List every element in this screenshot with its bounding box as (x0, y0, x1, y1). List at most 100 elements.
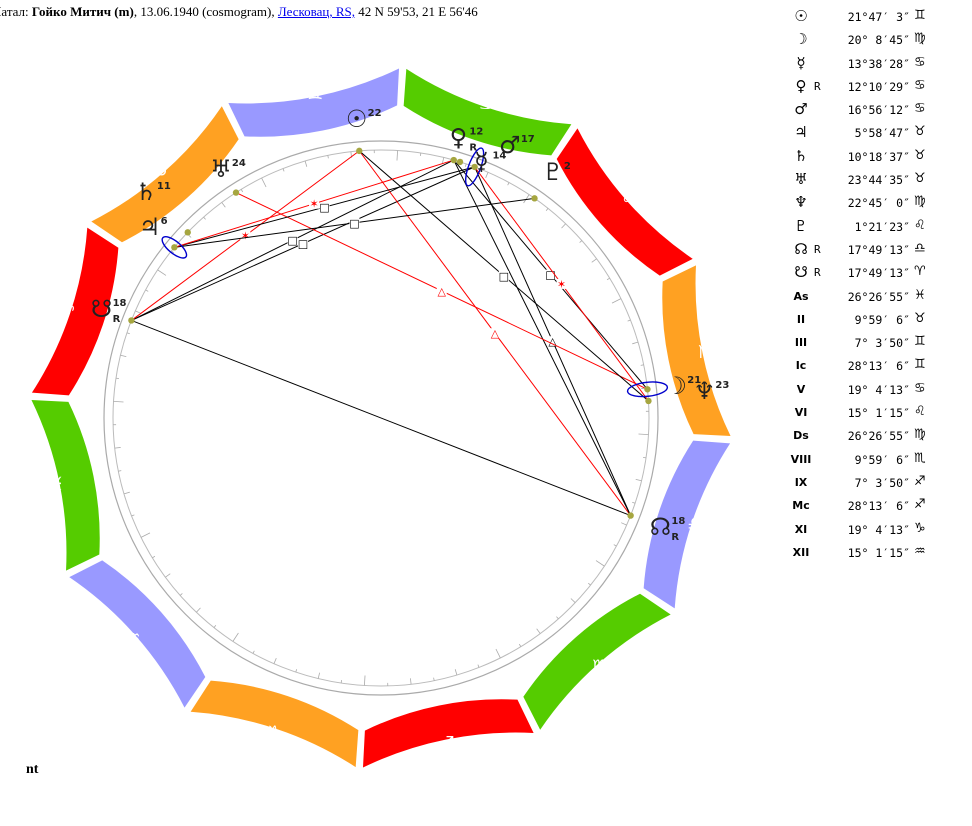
degree-tick (570, 598, 576, 603)
position-degree-descendant: 26°26′55″ (847, 429, 910, 444)
planet-glyph-venus: ♀ (450, 123, 468, 151)
planet-glyphs: ☉ 22☽ 21♆ 23☿ 14♀ 12R ♂ 17♃ 6♄ 11♅ 24 ♇ 2☊ 18R☋ 18R (91, 105, 729, 543)
degree-tick (613, 544, 617, 547)
position-row-mercury: ☿ 13°38′28″ ♋ (790, 53, 970, 76)
sign-segment-taurus (91, 106, 239, 243)
sign-glyph-aries: ♈ (59, 303, 75, 324)
position-sign-house-6: ♌ (914, 404, 926, 420)
position-sign-house-3: ♊ (914, 334, 926, 350)
position-sign-mercury: ♋ (914, 54, 926, 70)
position-glyph-uranus: ♅ (794, 170, 808, 189)
position-glyph-north-node: ☊ (794, 239, 808, 258)
position-glyph-jupiter: ♃ (794, 123, 808, 142)
planet-point-mars (471, 163, 478, 171)
position-degree-mars: 16°56′12″ (847, 103, 910, 118)
position-row-house-2: II 9°59′ 6″ ♉ (790, 309, 970, 332)
degree-tick (556, 616, 559, 620)
aspect-symbol-bg (319, 202, 330, 213)
planet-point-mercury (456, 158, 464, 166)
degree-tick (317, 672, 321, 679)
degree-tick (145, 289, 149, 292)
aspect-symbol-neptune-mars: ✶ (557, 278, 566, 291)
position-sign-venus: ♋ (914, 77, 926, 93)
degree-tick (507, 182, 510, 186)
position-row-house-8: VIII 9°59′ 6″ ♏ (790, 449, 970, 472)
degree-tick (282, 168, 285, 172)
sign-glyph-virgo: ♍ (698, 342, 714, 363)
aspect-symbol-bg (545, 269, 556, 280)
position-sign-saturn: ♉ (914, 147, 926, 163)
sign-segment-aries (31, 227, 119, 396)
aspect-symbol-north-node-mars: △ (548, 335, 557, 348)
planet-point-sun (356, 147, 363, 155)
position-sign-sun: ♊ (914, 8, 926, 23)
birth-coordinates: 42 N 59'53, 21 E 56'46 (354, 4, 478, 19)
aspect-symbol-bg (547, 336, 558, 347)
birth-place-link[interactable]: Лесковац, RS, (277, 4, 355, 19)
degree-tick (477, 664, 480, 668)
position-sign-house-12: ♒ (914, 543, 926, 559)
position-retro-venus: R (814, 79, 821, 93)
degree-tick (410, 678, 412, 685)
aspect-symbol-bg (309, 198, 320, 209)
sign-segment-libra (643, 440, 731, 609)
degree-tick (135, 310, 141, 314)
degree-tick (113, 401, 124, 403)
degree-tick (523, 194, 530, 204)
retrograde-mark-north-node: R (671, 532, 679, 543)
planet-glyph-mercury: ☿ (474, 147, 489, 175)
sign-segment-leo (556, 128, 693, 276)
position-degree-south-node: 17°49′13″ (847, 266, 910, 281)
degree-tick (621, 522, 627, 526)
planet-glyph-neptune: ♆ (694, 377, 716, 405)
sign-glyph-aquarius: ♒ (124, 627, 140, 648)
position-glyph-house-3: III (794, 336, 808, 350)
degree-tick (152, 555, 156, 559)
position-glyph-house-8: VIII (790, 452, 812, 466)
planet-glyph-moon: ☽ (666, 372, 688, 400)
position-row-moon: ☽ 20° 8′45″ ♍ (790, 29, 970, 52)
degree-tick (536, 628, 541, 634)
planet-positions-table: ☉ 21°47′ 3″ ♊ ☽ 20° 8′45″ ♍ ☿ 13°38′28″ ♋ ♀ R 12°10… (790, 6, 970, 565)
orb-moon-neptune (626, 381, 669, 398)
planet-glyph-south-node: ☋ (91, 295, 112, 323)
planet-degree-uranus: 24 (232, 158, 246, 169)
degree-tick (433, 677, 435, 681)
degree-tick (131, 514, 135, 517)
degree-tick (579, 240, 583, 243)
position-degree-venus: 12°10′29″ (847, 79, 910, 94)
position-glyph-house-11: XI (794, 522, 808, 536)
planet-degree-south-node: 18 (113, 298, 127, 309)
degree-tick (114, 447, 121, 449)
aspect-symbol-moon-uranus: △ (438, 285, 447, 298)
sign-segment-gemini (228, 68, 400, 137)
aspect-symbol-bg (489, 328, 500, 339)
retrograde-mark-south-node: R (113, 314, 121, 325)
position-glyph-house-6: VI (794, 406, 808, 420)
position-sign-house-5: ♋ (914, 380, 926, 396)
planet-degree-moon: 21 (687, 375, 701, 386)
planet-degree-mercury: 14 (492, 150, 506, 161)
sign-glyph-scorpio: ♏ (592, 656, 608, 677)
position-sign-ascendant: ♓ (914, 287, 926, 303)
position-retro-north-node: R (814, 242, 821, 256)
position-row-house-11: XI 19° 4′13″ ♑ (790, 519, 970, 542)
planet-degree-saturn: 11 (157, 181, 171, 192)
aspect-symbol-bg (287, 235, 298, 246)
planet-point-uranus (232, 189, 240, 196)
degree-tick (606, 277, 610, 281)
position-row-descendant: Ds 26°26′55″ ♍ (790, 425, 970, 448)
position-degree-house-6: 15° 1′15″ (847, 406, 910, 421)
person-name: Гойко Митич (m) (31, 4, 134, 19)
position-sign-neptune: ♍ (914, 194, 926, 210)
planet-glyph-saturn: ♄ (135, 178, 157, 206)
sign-glyph-sagittarius: ♐ (439, 733, 455, 754)
degree-tick (441, 157, 445, 164)
position-row-ascendant: As 26°26′55″ ♓ (790, 286, 970, 309)
aspect-symbol-south-node-venus: □ (287, 234, 297, 247)
position-degree-mercury: 13°38′28″ (847, 56, 910, 71)
aspect-symbol-bg (498, 270, 509, 281)
degree-tick (587, 582, 591, 586)
degree-tick (485, 172, 489, 178)
position-sign-pluto: ♌ (914, 217, 926, 233)
